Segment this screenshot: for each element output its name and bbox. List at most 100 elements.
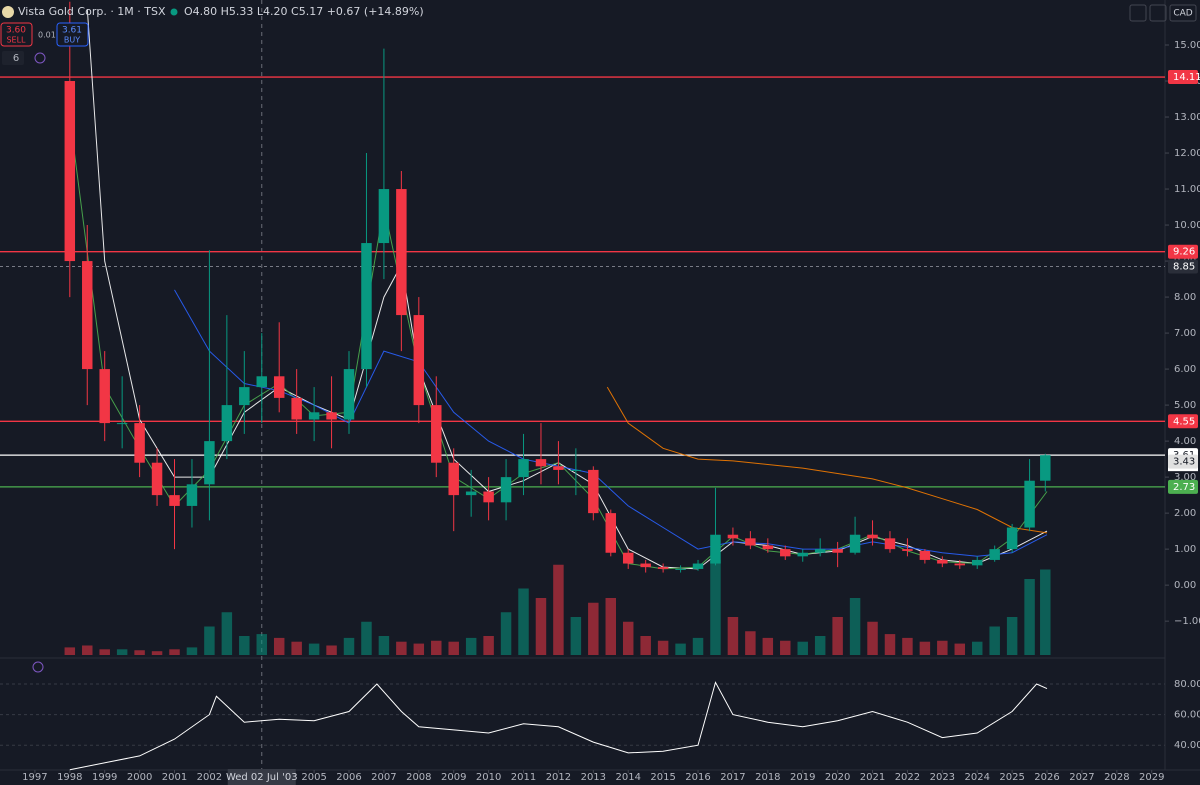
candle-body — [291, 397, 302, 420]
volume-bar — [622, 621, 634, 655]
y-tick-label: −1.00 — [1174, 616, 1200, 627]
scroll-button[interactable] — [1129, 4, 1147, 22]
symbol-logo[interactable] — [2, 6, 14, 18]
volume-bar — [465, 637, 477, 655]
candle-body — [82, 261, 93, 370]
volume-bar — [221, 612, 233, 655]
sell-button[interactable] — [0, 22, 33, 47]
market-status — [170, 8, 178, 16]
candle-body — [1024, 480, 1035, 528]
volume-bar — [378, 636, 390, 655]
candle-body — [692, 563, 704, 569]
x-tick-label: 2012 — [546, 772, 571, 783]
x-tick-label: 2016 — [685, 772, 710, 783]
volume-bar — [832, 617, 843, 655]
volume-bar — [780, 640, 791, 655]
candle-body — [326, 412, 337, 420]
x-tick-label: 2029 — [1139, 772, 1164, 783]
volume-bar — [169, 649, 180, 655]
y-tick-label: 13.00 — [1174, 112, 1200, 123]
spread: 0.01 — [38, 31, 56, 40]
candle-body — [622, 552, 634, 564]
volume-bar — [256, 634, 267, 655]
x-tick-label: 2019 — [790, 772, 815, 783]
buy-label: BUY — [64, 36, 80, 45]
volume-bar — [308, 643, 320, 655]
x-tick-label: 2007 — [371, 772, 396, 783]
candle-body — [221, 405, 233, 442]
volume-bar — [605, 598, 617, 655]
candle-body — [797, 552, 808, 557]
candle-body — [989, 549, 1000, 560]
sell-label: SELL — [6, 36, 26, 45]
volume-bar — [361, 621, 372, 655]
moving-average — [174, 289, 1048, 557]
sell-price: 3.60 — [6, 26, 26, 36]
volume-bar — [396, 641, 407, 655]
price-tag: 14.11 — [1173, 72, 1200, 83]
x-tick-label: 2006 — [336, 772, 361, 783]
x-tick-label: 2009 — [441, 772, 466, 783]
x-tick-label: 2013 — [581, 772, 606, 783]
volume-bar — [204, 626, 215, 655]
candle-body — [727, 534, 739, 539]
volume-bar — [535, 598, 547, 655]
x-tick-label: 2000 — [127, 772, 152, 783]
volume-bar — [657, 640, 669, 655]
volume-bar — [448, 641, 459, 655]
oscillator-tick-label: 40.00 — [1174, 740, 1200, 751]
x-tick-label: 2021 — [860, 772, 885, 783]
candle-body — [308, 412, 320, 420]
oscillator-icon[interactable] — [32, 661, 44, 673]
volume-bar — [1024, 579, 1035, 655]
y-tick-label: 0.00 — [1174, 580, 1196, 591]
y-tick-label: 5.00 — [1174, 400, 1196, 411]
candle-body — [239, 387, 250, 406]
candle-body — [361, 243, 372, 370]
volume-bar — [99, 649, 110, 655]
candle-body — [500, 477, 512, 503]
candle-body — [675, 568, 686, 570]
volume-bar — [710, 560, 721, 655]
x-tick-label: 2020 — [825, 772, 850, 783]
x-tick-label: 2028 — [1104, 772, 1129, 783]
candle-body — [588, 469, 599, 514]
candle-body — [431, 405, 442, 463]
volume-bar — [186, 647, 198, 655]
y-tick-label: 15.00 — [1174, 40, 1200, 51]
candle-body — [745, 538, 756, 546]
indicator-toggle[interactable] — [2, 51, 24, 65]
x-tick-label: 2023 — [930, 772, 955, 783]
x-tick-label: 2010 — [476, 772, 501, 783]
volume-bar — [273, 637, 285, 655]
candle-body — [256, 376, 267, 388]
volume-bar — [82, 645, 93, 655]
reset-button[interactable] — [1149, 4, 1167, 22]
candle-body — [343, 369, 355, 420]
volume-bar — [116, 649, 128, 655]
volume-bar — [849, 598, 861, 655]
volume-bar — [1006, 617, 1018, 655]
price-tag-bg — [1168, 414, 1198, 429]
candle-body — [186, 484, 198, 506]
price-tag-bg — [1168, 244, 1198, 259]
indicator-icon[interactable] — [34, 52, 46, 64]
candle-body — [465, 491, 477, 496]
crosshair-label-bg — [227, 769, 296, 785]
y-tick-label: 7.00 — [1174, 328, 1196, 339]
x-tick-label: 1999 — [92, 772, 117, 783]
currency-button[interactable] — [1169, 4, 1197, 22]
candle-body — [570, 469, 582, 471]
x-tick-label: 2008 — [406, 772, 431, 783]
symbol-title[interactable]: Vista Gold Corp. · 1M · TSX — [18, 5, 166, 18]
x-tick-label: 2025 — [999, 772, 1024, 783]
buy-button[interactable] — [56, 22, 89, 47]
candle-body — [657, 567, 669, 569]
candle-body — [483, 491, 494, 503]
y-tick-label: 8.00 — [1174, 292, 1196, 303]
x-tick-label: 2017 — [720, 772, 745, 783]
buy-price: 3.61 — [62, 26, 82, 36]
